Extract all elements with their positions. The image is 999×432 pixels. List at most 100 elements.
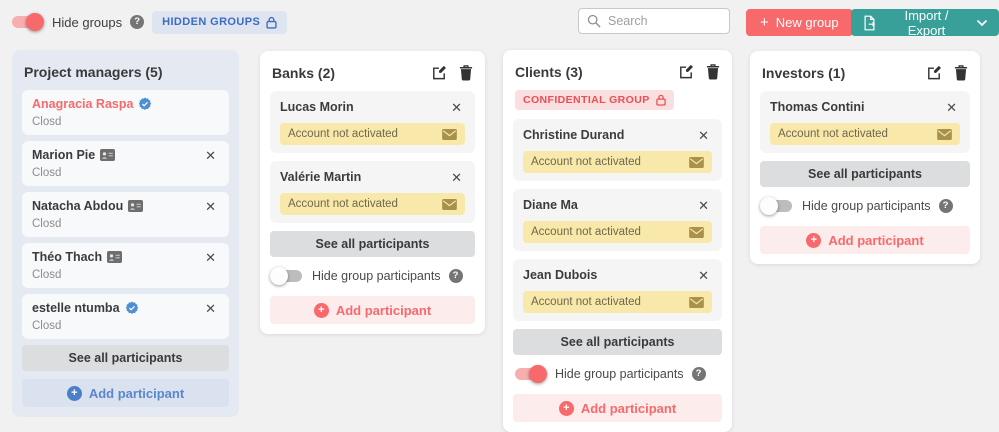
- hide-group-participants-label: Hide group participants: [312, 269, 441, 283]
- delete-group-icon[interactable]: [706, 64, 720, 80]
- topbar-left: Hide groups ? HIDDEN GROUPS: [10, 10, 288, 34]
- remove-member-icon[interactable]: ✕: [946, 99, 957, 115]
- banner-text: Account not activated: [531, 156, 641, 168]
- id-card-icon: [100, 149, 116, 161]
- add-participant-button[interactable]: + Add participant: [22, 379, 229, 407]
- hide-groups-toggle[interactable]: [10, 12, 44, 32]
- banner-text: Account not activated: [531, 226, 641, 238]
- member-card: Théo Thach ✕ Closd: [22, 243, 229, 288]
- resend-email-icon[interactable]: [442, 198, 457, 210]
- hide-group-participants-toggle[interactable]: [760, 196, 794, 216]
- help-icon[interactable]: ?: [130, 15, 145, 29]
- hide-group-participants-toggle[interactable]: [270, 266, 304, 286]
- edit-group-icon[interactable]: [431, 65, 447, 81]
- import-export-button[interactable]: Import / Export: [851, 8, 999, 38]
- account-not-activated-banner: Account not activated: [523, 221, 712, 243]
- account-not-activated-banner: Account not activated: [280, 193, 465, 215]
- member-name: Théo Thach: [32, 250, 123, 264]
- confidential-group-chip: CONFIDENTIAL GROUP: [515, 90, 674, 110]
- resend-email-icon[interactable]: [689, 226, 704, 238]
- member-card: Marion Pie ✕ Closd: [22, 141, 229, 186]
- member-card: Lucas Morin ✕ Account not activated: [270, 91, 475, 153]
- remove-member-icon[interactable]: ✕: [698, 267, 709, 283]
- remove-member-icon[interactable]: ✕: [205, 249, 216, 265]
- toggle-knob: [760, 197, 778, 215]
- member-name: Thomas Contini: [770, 100, 865, 114]
- see-all-participants-button[interactable]: See all participants: [22, 345, 229, 371]
- search-input[interactable]: [608, 14, 721, 28]
- add-participant-label: Add participant: [335, 302, 432, 318]
- delete-group-icon[interactable]: [459, 65, 473, 81]
- remove-member-icon[interactable]: ✕: [698, 197, 709, 213]
- add-participant-label: Add participant: [88, 385, 185, 401]
- add-participant-button[interactable]: + Add participant: [513, 394, 722, 422]
- plus-icon: +: [66, 385, 82, 401]
- hide-group-participants-toggle[interactable]: [513, 364, 547, 384]
- resend-email-icon[interactable]: [689, 156, 704, 168]
- panel-header: Clients (3): [515, 64, 720, 80]
- plus-icon: +: [760, 14, 769, 31]
- add-participant-label: Add participant: [580, 400, 677, 416]
- lock-icon: [655, 94, 666, 106]
- hide-group-participants-label: Hide group participants: [802, 199, 931, 213]
- remove-member-icon[interactable]: ✕: [205, 147, 216, 163]
- member-subtitle: Closd: [32, 218, 62, 230]
- new-group-label: New group: [775, 15, 839, 30]
- member-card: Thomas Contini ✕ Account not activated: [760, 91, 970, 153]
- member-name: Christine Durand: [523, 128, 625, 142]
- plus-icon: +: [313, 302, 329, 318]
- delete-group-icon[interactable]: [954, 65, 968, 81]
- member-name: Jean Dubois: [523, 268, 598, 282]
- chevron-down-icon: [976, 19, 988, 27]
- remove-member-icon[interactable]: ✕: [451, 169, 462, 185]
- edit-group-icon[interactable]: [678, 64, 694, 80]
- remove-member-icon[interactable]: ✕: [698, 127, 709, 143]
- see-all-participants-button[interactable]: See all participants: [270, 231, 475, 257]
- group-panel-investors: Investors (1) Thomas Contini ✕ Account n…: [750, 51, 980, 264]
- group-title: Banks (2): [272, 65, 336, 81]
- account-not-activated-banner: Account not activated: [770, 123, 960, 145]
- member-name: Diane Ma: [523, 198, 578, 212]
- group-panel-project-managers: Project managers (5) Anagracia Raspa Clo…: [12, 50, 239, 417]
- confidential-group-label: CONFIDENTIAL GROUP: [523, 94, 650, 106]
- member-name: Valérie Martin: [280, 170, 362, 184]
- banner-text: Account not activated: [288, 128, 398, 140]
- member-card: Natacha Abdou ✕ Closd: [22, 192, 229, 237]
- new-group-button[interactable]: + New group: [746, 9, 853, 36]
- account-not-activated-banner: Account not activated: [523, 291, 712, 313]
- banner-text: Account not activated: [531, 296, 641, 308]
- group-title: Clients (3): [515, 64, 583, 80]
- see-all-participants-button[interactable]: See all participants: [760, 161, 970, 187]
- remove-member-icon[interactable]: ✕: [451, 99, 462, 115]
- help-icon[interactable]: ?: [448, 269, 463, 283]
- remove-member-icon[interactable]: ✕: [205, 300, 216, 316]
- add-participant-button[interactable]: + Add participant: [270, 296, 475, 324]
- member-subtitle: Closd: [32, 320, 62, 332]
- hide-group-participants-row: Hide group participants ?: [513, 364, 722, 384]
- member-card: estelle ntumba ✕ Closd: [22, 294, 229, 339]
- see-all-participants-button[interactable]: See all participants: [513, 329, 722, 355]
- member-card: Valérie Martin ✕ Account not activated: [270, 161, 475, 223]
- edit-group-icon[interactable]: [926, 65, 942, 81]
- help-icon[interactable]: ?: [938, 199, 953, 213]
- member-card: Christine Durand ✕ Account not activated: [513, 119, 722, 181]
- search-box[interactable]: [578, 8, 730, 34]
- member-name: Lucas Morin: [280, 100, 354, 114]
- member-card: Diane Ma ✕ Account not activated: [513, 189, 722, 251]
- resend-email-icon[interactable]: [937, 128, 952, 140]
- hide-group-participants-row: Hide group participants ?: [270, 266, 475, 286]
- panel-header: Project managers (5): [24, 64, 227, 80]
- hidden-groups-chip[interactable]: HIDDEN GROUPS: [152, 10, 288, 34]
- add-participant-label: Add participant: [828, 232, 924, 248]
- resend-email-icon[interactable]: [689, 296, 704, 308]
- group-panel-banks: Banks (2) Lucas Morin ✕ Account not acti…: [260, 51, 485, 334]
- member-subtitle: Closd: [32, 167, 62, 179]
- add-participant-button[interactable]: + Add participant: [760, 226, 970, 254]
- help-icon[interactable]: ?: [691, 367, 706, 381]
- member-card: Jean Dubois ✕ Account not activated: [513, 259, 722, 321]
- remove-member-icon[interactable]: ✕: [205, 198, 216, 214]
- plus-icon: +: [558, 400, 574, 416]
- resend-email-icon[interactable]: [442, 128, 457, 140]
- hide-groups-label: Hide groups: [52, 14, 123, 30]
